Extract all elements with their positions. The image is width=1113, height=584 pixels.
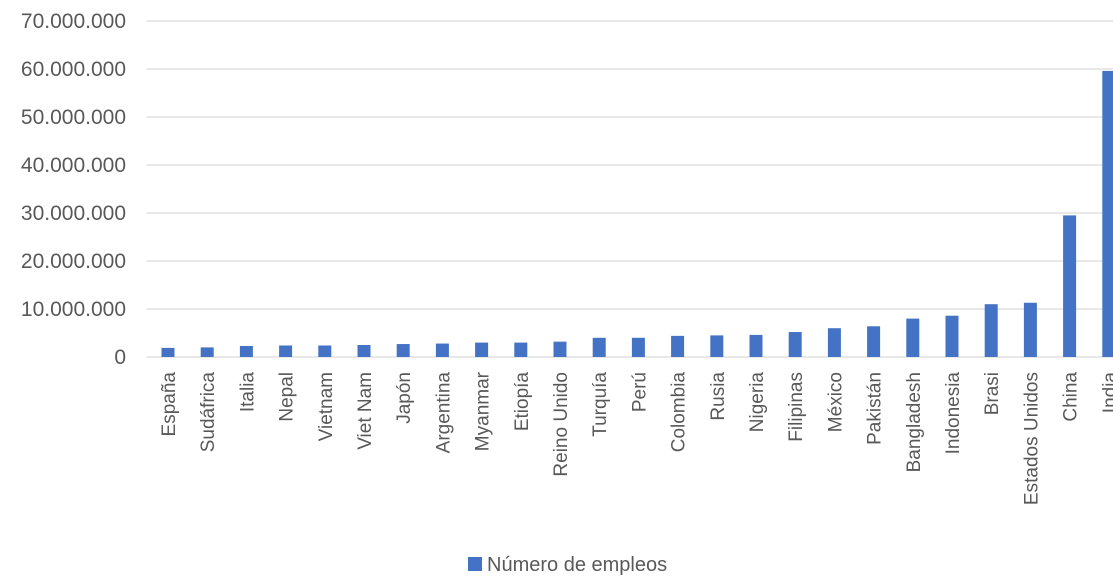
- x-tick-label: Perú: [629, 372, 650, 412]
- x-tick-label: Pakistán: [865, 372, 886, 445]
- x-tick-label: India: [1100, 372, 1113, 414]
- bar: [1102, 71, 1113, 357]
- bar: [985, 304, 998, 357]
- bar: [750, 335, 763, 357]
- gridlines: [147, 21, 1113, 357]
- x-tick-label: Italia: [237, 372, 258, 413]
- bar: [554, 342, 567, 357]
- y-tick-label: 30.000.000: [21, 202, 126, 225]
- bar: [946, 316, 959, 357]
- bar: [906, 319, 919, 357]
- bar: [828, 328, 841, 357]
- x-tick-label: Sudáfrica: [198, 372, 219, 453]
- x-tick-label: Argentina: [433, 372, 454, 454]
- bar: [358, 345, 371, 357]
- x-axis-tick-labels: España Sudáfrica Italia Nepal Vietnam Viet Na…: [159, 371, 1113, 505]
- legend: Número de empleos: [468, 554, 667, 576]
- bar: [593, 338, 606, 357]
- x-tick-label: España: [159, 372, 180, 437]
- y-tick-label: 10.000.000: [21, 298, 126, 321]
- bar: [671, 336, 684, 357]
- x-tick-label: Brasi: [982, 372, 1003, 415]
- y-tick-label: 70.000.000: [21, 10, 126, 33]
- bar: [397, 344, 410, 357]
- bar: [867, 326, 880, 357]
- x-tick-label: Colombia: [669, 372, 690, 453]
- bar: [436, 344, 449, 357]
- x-tick-label: Myanmar: [473, 371, 494, 451]
- bar: [201, 347, 214, 357]
- y-tick-label: 50.000.000: [21, 106, 126, 129]
- legend-label: Número de empleos: [487, 554, 667, 576]
- x-tick-label: Reino Unido: [551, 372, 572, 477]
- bars: [162, 71, 1113, 357]
- x-tick-label: Japón: [394, 372, 415, 424]
- bar: [710, 335, 723, 357]
- bar: [1024, 303, 1037, 357]
- bar: [475, 343, 488, 357]
- x-tick-label: Bangladesh: [904, 372, 925, 472]
- x-tick-label: Etiopía: [512, 372, 533, 432]
- x-tick-label: China: [1061, 372, 1082, 422]
- x-tick-label: Nigeria: [747, 372, 768, 433]
- bar: [1063, 215, 1076, 357]
- x-tick-label: Filipinas: [786, 372, 807, 442]
- x-tick-label: Indonesia: [943, 372, 964, 455]
- bar: [240, 346, 253, 357]
- bar: [514, 343, 527, 357]
- y-tick-label: 60.000.000: [21, 58, 126, 81]
- y-axis-tick-labels: 0 10.000.000 20.000.000 30.000.000 40.000.00…: [21, 10, 126, 369]
- x-tick-label: Rusia: [708, 372, 729, 421]
- bar: [162, 348, 175, 357]
- x-tick-label: Nepal: [277, 372, 298, 422]
- bar: [318, 345, 331, 357]
- x-tick-label: Turquía: [590, 372, 611, 437]
- legend-swatch: [468, 557, 482, 571]
- x-tick-label: Viet Nam: [355, 372, 376, 450]
- x-tick-label: México: [825, 372, 846, 432]
- y-tick-label: 0: [114, 346, 126, 369]
- bar: [632, 338, 645, 357]
- bar: [789, 332, 802, 357]
- y-tick-label: 20.000.000: [21, 250, 126, 273]
- x-tick-label: Estados Unidos: [1021, 372, 1042, 505]
- x-tick-label: Vietnam: [316, 372, 337, 441]
- bar: [279, 345, 292, 357]
- y-tick-label: 40.000.000: [21, 154, 126, 177]
